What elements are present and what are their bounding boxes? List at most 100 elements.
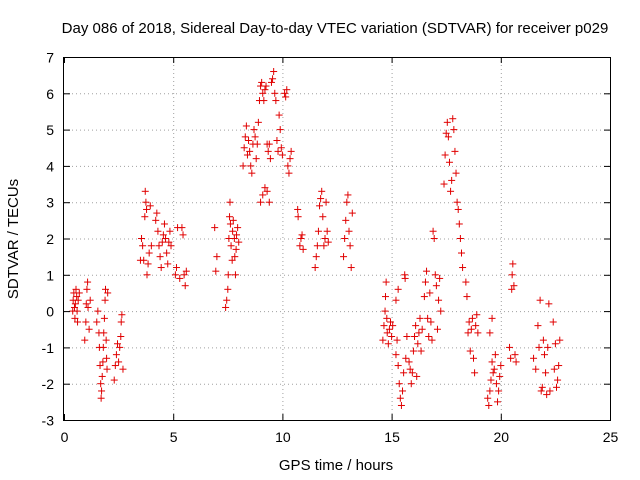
x-tick-label: 15 <box>384 429 400 445</box>
data-point <box>383 329 391 337</box>
data-point <box>417 347 425 355</box>
y-tick-label: 7 <box>46 50 54 66</box>
data-point <box>510 282 518 290</box>
data-point <box>412 322 420 330</box>
data-point <box>405 358 413 366</box>
data-point <box>443 118 451 126</box>
data-point <box>102 336 110 344</box>
data-point <box>450 126 458 134</box>
data-point <box>235 238 243 246</box>
data-point <box>383 314 391 322</box>
data-point <box>530 354 538 362</box>
data-point <box>344 191 352 199</box>
data-point <box>267 78 275 86</box>
data-point <box>117 333 125 341</box>
data-point <box>164 260 172 268</box>
data-point <box>551 340 559 348</box>
data-point <box>211 224 219 232</box>
data-point <box>484 394 492 402</box>
data-point <box>277 144 285 152</box>
data-point <box>299 245 307 253</box>
data-point <box>463 293 471 301</box>
data-point <box>278 151 286 159</box>
data-point <box>171 271 179 279</box>
data-point <box>258 78 266 86</box>
data-points <box>69 68 564 409</box>
data-point <box>70 303 78 311</box>
x-tick-label: 5 <box>170 429 178 445</box>
data-point <box>172 264 180 272</box>
data-point <box>298 231 306 239</box>
data-point <box>384 340 392 348</box>
data-point <box>426 289 434 297</box>
data-point <box>234 224 242 232</box>
data-point <box>286 155 294 163</box>
data-point <box>400 369 408 377</box>
data-point <box>381 307 389 315</box>
data-point <box>224 271 232 279</box>
y-tick-label: -1 <box>42 340 55 356</box>
data-point <box>396 394 404 402</box>
data-point <box>382 278 390 286</box>
data-point <box>467 325 475 333</box>
data-point <box>318 187 326 195</box>
data-point <box>282 93 290 101</box>
data-point <box>296 242 304 250</box>
data-point <box>229 227 237 235</box>
data-point <box>253 140 261 148</box>
data-point <box>320 242 328 250</box>
data-point <box>456 235 464 242</box>
data-point <box>543 391 551 399</box>
data-point <box>457 249 465 257</box>
data-point <box>550 365 558 373</box>
y-tick-label: 3 <box>46 195 54 211</box>
data-point <box>392 296 400 304</box>
data-point <box>74 318 82 326</box>
data-point <box>437 307 445 315</box>
data-point <box>341 235 349 242</box>
data-point <box>297 235 305 242</box>
data-point <box>165 238 173 246</box>
data-point <box>180 271 188 279</box>
data-point <box>243 151 251 159</box>
data-point <box>71 300 79 308</box>
data-point <box>247 162 255 170</box>
data-point <box>512 358 520 366</box>
data-point <box>317 195 325 203</box>
data-point <box>538 383 546 391</box>
data-point <box>312 253 320 261</box>
data-point <box>97 380 105 388</box>
data-point <box>395 380 403 388</box>
data-point <box>85 325 93 333</box>
data-point <box>232 245 240 253</box>
data-point <box>257 198 265 206</box>
data-point <box>508 271 516 279</box>
x-tick-label: 25 <box>603 429 619 445</box>
data-point <box>254 118 262 126</box>
data-point <box>394 362 402 370</box>
data-point <box>534 322 542 330</box>
data-point <box>167 242 175 250</box>
data-point <box>441 151 449 159</box>
data-point <box>259 89 267 97</box>
data-point <box>162 235 170 242</box>
data-point <box>485 401 493 409</box>
data-point <box>454 205 462 213</box>
data-point <box>156 253 164 261</box>
data-point <box>154 227 162 235</box>
data-point <box>116 343 124 351</box>
y-tick-label: 4 <box>46 158 54 174</box>
data-point <box>83 285 91 293</box>
data-point <box>451 147 459 155</box>
data-point <box>492 380 500 388</box>
data-point <box>287 147 295 155</box>
data-point <box>407 380 415 388</box>
data-point <box>380 322 388 330</box>
data-point <box>428 336 436 344</box>
data-point <box>182 267 190 275</box>
data-point <box>97 394 105 402</box>
y-tick-labels: -3 -2 -1 0 1 2 3 4 5 6 7 <box>42 50 55 429</box>
data-point <box>276 126 284 134</box>
data-point <box>82 318 90 326</box>
data-point <box>152 216 160 224</box>
